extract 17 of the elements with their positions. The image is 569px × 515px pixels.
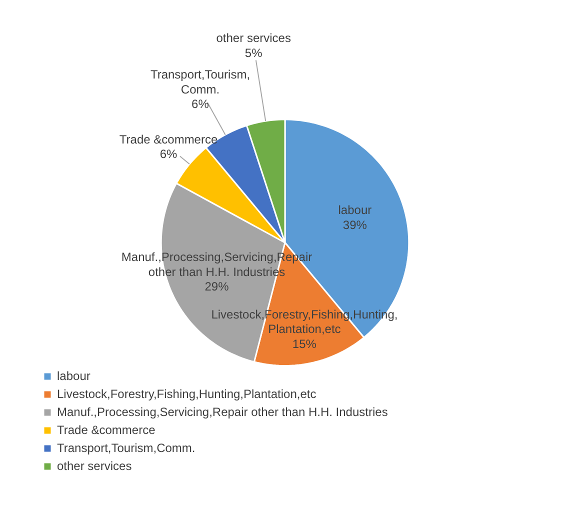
data-label: 6% [160, 147, 178, 162]
legend-label: Trade &commerce [57, 423, 156, 437]
data-label: 29% [204, 280, 230, 294]
slice-label: Transport,Tourism, Comm. [150, 68, 250, 96]
slice-label: Trade &commerce [119, 132, 218, 147]
slice-label: labour [338, 203, 372, 218]
data-label: 5% [244, 46, 263, 60]
data-label: 39% [342, 218, 368, 232]
legend-label: Transport,Tourism,Comm. [57, 441, 196, 455]
data-label: 6% [192, 97, 210, 112]
slice-label: other services [216, 31, 291, 46]
legend-label: other services [57, 459, 132, 473]
legend-label: Manuf.,Processing,Servicing,Repair other than H.H. Industries [57, 405, 388, 419]
slice-label: Livestock,Forestry,Fishing,Hunting, Plantation,etc [211, 307, 398, 336]
legend-label: labour [57, 369, 90, 383]
data-label: 15% [292, 336, 317, 351]
legend-label: Livestock,Forestry,Fishing,Hunting,Plantation,etc [57, 387, 316, 401]
